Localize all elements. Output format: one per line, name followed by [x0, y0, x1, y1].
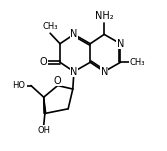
Text: N: N — [117, 39, 124, 49]
Text: N: N — [101, 67, 108, 77]
Text: O: O — [54, 76, 61, 86]
Text: HO: HO — [12, 81, 25, 90]
Text: OH: OH — [37, 126, 50, 135]
Text: NH₂: NH₂ — [95, 11, 114, 21]
Text: CH₃: CH₃ — [42, 22, 58, 31]
Text: N: N — [70, 29, 78, 39]
Text: N: N — [70, 67, 78, 77]
Text: CH₃: CH₃ — [130, 58, 145, 67]
Polygon shape — [44, 97, 46, 114]
Text: O: O — [40, 57, 48, 67]
